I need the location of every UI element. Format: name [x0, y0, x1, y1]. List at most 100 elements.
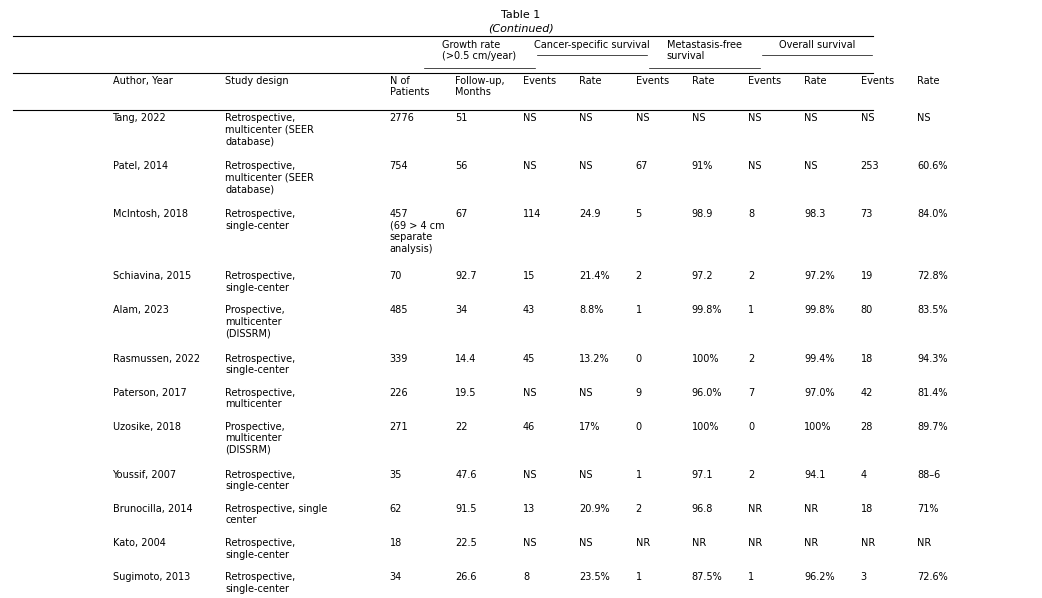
Text: Youssif, 2007: Youssif, 2007: [113, 470, 177, 480]
Text: 19: 19: [861, 271, 873, 282]
Text: Retrospective,
single-center: Retrospective, single-center: [225, 271, 295, 293]
Text: 2: 2: [748, 271, 754, 282]
Text: 8.8%: 8.8%: [579, 306, 603, 316]
Text: Rate: Rate: [579, 76, 602, 86]
Text: NS: NS: [748, 161, 762, 171]
Text: 1: 1: [636, 572, 642, 582]
Text: 28: 28: [861, 422, 873, 432]
Text: NS: NS: [523, 538, 537, 548]
Text: NR: NR: [748, 504, 763, 514]
Text: 9: 9: [636, 388, 642, 398]
Text: 114: 114: [523, 209, 542, 219]
Text: McIntosh, 2018: McIntosh, 2018: [113, 209, 188, 219]
Text: 47.6: 47.6: [455, 470, 477, 480]
Text: 99.4%: 99.4%: [804, 353, 835, 364]
Text: 91.5: 91.5: [455, 504, 477, 514]
Text: NR: NR: [861, 538, 875, 548]
Text: 19.5: 19.5: [455, 388, 477, 398]
Text: Tang, 2022: Tang, 2022: [113, 113, 167, 123]
Text: 14.4: 14.4: [455, 353, 476, 364]
Text: 1: 1: [636, 470, 642, 480]
Text: 2776: 2776: [390, 113, 415, 123]
Text: 13.2%: 13.2%: [579, 353, 610, 364]
Text: 99.8%: 99.8%: [804, 306, 835, 316]
Text: NR: NR: [748, 538, 763, 548]
Text: Sugimoto, 2013: Sugimoto, 2013: [113, 572, 190, 582]
Text: NR: NR: [804, 538, 819, 548]
Text: 87.5%: 87.5%: [692, 572, 722, 582]
Text: Events: Events: [861, 76, 894, 86]
Text: 457
(69 > 4 cm
separate
analysis): 457 (69 > 4 cm separate analysis): [390, 209, 444, 254]
Text: 60.6%: 60.6%: [917, 161, 947, 171]
Text: 1: 1: [636, 306, 642, 316]
Text: NS: NS: [917, 113, 931, 123]
Text: 35: 35: [390, 470, 402, 480]
Text: 253: 253: [861, 161, 879, 171]
Text: 271: 271: [390, 422, 408, 432]
Text: 1: 1: [748, 572, 754, 582]
Text: Table 1: Table 1: [501, 10, 541, 20]
Text: 96.0%: 96.0%: [692, 388, 722, 398]
Text: Paterson, 2017: Paterson, 2017: [113, 388, 187, 398]
Text: NS: NS: [579, 113, 593, 123]
Text: (Continued): (Continued): [488, 24, 554, 34]
Text: 24.9: 24.9: [579, 209, 601, 219]
Text: NS: NS: [748, 113, 762, 123]
Text: NS: NS: [861, 113, 874, 123]
Text: 72.6%: 72.6%: [917, 572, 947, 582]
Text: 51: 51: [455, 113, 468, 123]
Text: 46: 46: [523, 422, 536, 432]
Text: NS: NS: [579, 538, 593, 548]
Text: 62: 62: [390, 504, 402, 514]
Text: 97.2: 97.2: [692, 271, 714, 282]
Text: 98.9: 98.9: [692, 209, 713, 219]
Text: 56: 56: [455, 161, 468, 171]
Text: 89.7%: 89.7%: [917, 422, 947, 432]
Text: Rate: Rate: [804, 76, 827, 86]
Text: 45: 45: [523, 353, 536, 364]
Text: 4: 4: [861, 470, 867, 480]
Text: Cancer-specific survival: Cancer-specific survival: [534, 39, 650, 50]
Text: 83.5%: 83.5%: [917, 306, 947, 316]
Text: NS: NS: [804, 161, 818, 171]
Text: 94.1: 94.1: [804, 470, 825, 480]
Text: 20.9%: 20.9%: [579, 504, 610, 514]
Text: Events: Events: [523, 76, 556, 86]
Text: Follow-up,
Months: Follow-up, Months: [455, 76, 505, 97]
Text: 73: 73: [861, 209, 873, 219]
Text: Alam, 2023: Alam, 2023: [113, 306, 169, 316]
Text: 226: 226: [390, 388, 408, 398]
Text: Schiavina, 2015: Schiavina, 2015: [113, 271, 191, 282]
Text: 100%: 100%: [804, 422, 832, 432]
Text: 67: 67: [636, 161, 648, 171]
Text: 70: 70: [390, 271, 402, 282]
Text: Rate: Rate: [692, 76, 715, 86]
Text: 2: 2: [636, 271, 642, 282]
Text: Kato, 2004: Kato, 2004: [113, 538, 166, 548]
Text: 0: 0: [636, 353, 642, 364]
Text: 7: 7: [748, 388, 754, 398]
Text: Overall survival: Overall survival: [778, 39, 855, 50]
Text: 18: 18: [390, 538, 402, 548]
Text: Events: Events: [636, 76, 669, 86]
Text: 91%: 91%: [692, 161, 713, 171]
Text: 21.4%: 21.4%: [579, 271, 610, 282]
Text: NS: NS: [636, 113, 649, 123]
Text: NR: NR: [636, 538, 650, 548]
Text: 8: 8: [523, 572, 529, 582]
Text: 0: 0: [748, 422, 754, 432]
Text: 96.2%: 96.2%: [804, 572, 835, 582]
Text: 22: 22: [455, 422, 468, 432]
Text: NS: NS: [804, 113, 818, 123]
Text: 67: 67: [455, 209, 468, 219]
Text: 88–6: 88–6: [917, 470, 940, 480]
Text: 1: 1: [748, 306, 754, 316]
Text: Patel, 2014: Patel, 2014: [113, 161, 168, 171]
Text: 81.4%: 81.4%: [917, 388, 947, 398]
Text: 42: 42: [861, 388, 873, 398]
Text: Metastasis-free
survival: Metastasis-free survival: [667, 39, 742, 62]
Text: 15: 15: [523, 271, 536, 282]
Text: 96.8: 96.8: [692, 504, 713, 514]
Text: Uzosike, 2018: Uzosike, 2018: [113, 422, 180, 432]
Text: Retrospective,
single-center: Retrospective, single-center: [225, 538, 295, 560]
